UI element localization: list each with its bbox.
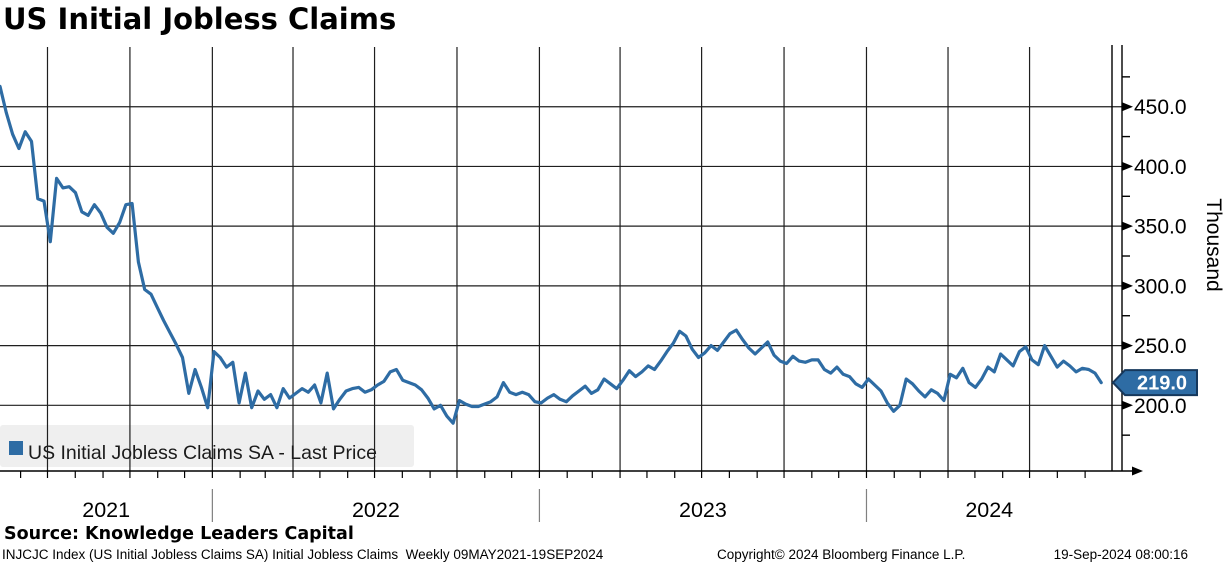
y-tick-arrow bbox=[1122, 341, 1133, 351]
y-axis-unit-label: Thousand bbox=[1202, 198, 1224, 291]
terminal-footer: INJCJC Index (US Initial Jobless Claims … bbox=[0, 547, 1224, 565]
chart-title: US Initial Jobless Claims bbox=[3, 2, 397, 36]
y-axis-tick-label: 450.0 bbox=[1134, 96, 1187, 119]
x-axis-year-label: 2023 bbox=[679, 498, 727, 522]
footer-timestamp: 19-Sep-2024 08:00:16 bbox=[1053, 547, 1188, 562]
y-axis-tick-label: 200.0 bbox=[1134, 395, 1187, 418]
y-axis-tick-label: 400.0 bbox=[1134, 156, 1187, 179]
legend-series-label: US Initial Jobless Claims SA - Last Pric… bbox=[28, 442, 377, 464]
jobless-claims-line[interactable] bbox=[0, 84, 1103, 425]
y-tick-arrow bbox=[1122, 161, 1133, 171]
x-axis-year-label: 2022 bbox=[352, 498, 400, 522]
x-axis-arrow bbox=[1132, 466, 1143, 476]
legend[interactable]: US Initial Jobless Claims SA - Last Pric… bbox=[0, 425, 414, 467]
y-axis-tick-label: 250.0 bbox=[1134, 335, 1187, 358]
grid bbox=[0, 47, 1122, 471]
y-tick-arrow bbox=[1122, 221, 1133, 231]
last-price-badge: 219.0 bbox=[1111, 369, 1198, 397]
legend-box bbox=[0, 425, 414, 467]
footer-ticker-info: INJCJC Index (US Initial Jobless Claims … bbox=[2, 547, 604, 562]
source-attribution: Source: Knowledge Leaders Capital bbox=[4, 524, 354, 544]
price-line-series[interactable] bbox=[0, 84, 1103, 425]
last-price-badge-shape bbox=[1111, 369, 1198, 397]
y-tick-arrow bbox=[1122, 281, 1133, 291]
y-tick-arrow bbox=[1122, 102, 1133, 112]
last-price-badge-value: 219.0 bbox=[1137, 373, 1187, 395]
axes: 450.0 400.0 350.0 300.0 250.0 200.0 2021 2022 20… bbox=[0, 45, 1224, 522]
y-tick-arrow bbox=[1122, 400, 1133, 410]
footer-copyright: Copyright© 2024 Bloomberg Finance L.P. bbox=[717, 547, 966, 562]
y-axis-tick-label: 350.0 bbox=[1134, 216, 1187, 239]
x-axis-year-label: 2021 bbox=[82, 498, 130, 522]
y-axis-tick-label: 300.0 bbox=[1134, 275, 1187, 298]
legend-series-swatch bbox=[9, 441, 23, 455]
x-axis-year-label: 2024 bbox=[965, 498, 1013, 522]
